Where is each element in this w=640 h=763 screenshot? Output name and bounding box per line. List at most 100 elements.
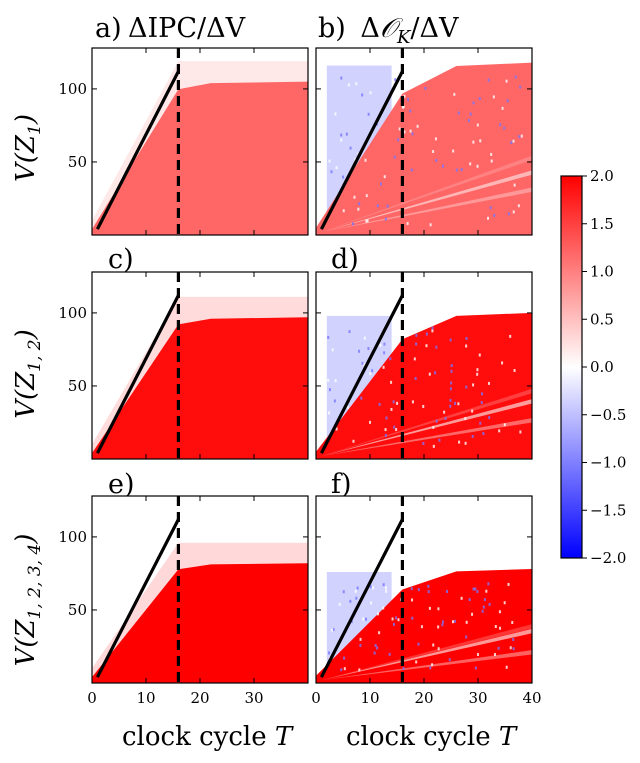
- noise-pixel: [476, 368, 479, 372]
- noise-pixel: [369, 585, 372, 589]
- noise-pixel: [362, 362, 365, 366]
- noise-pixel: [398, 127, 401, 131]
- noise-pixel: [501, 361, 504, 365]
- noise-pixel: [476, 653, 479, 657]
- y-tick-label: 50: [68, 377, 87, 395]
- panel-a: 50 100: [58, 47, 309, 236]
- noise-pixel: [513, 368, 516, 372]
- noise-pixel: [332, 628, 335, 632]
- noise-pixel: [340, 76, 343, 80]
- streak: [321, 388, 532, 457]
- noise-pixel: [406, 222, 409, 226]
- noise-pixel: [435, 158, 438, 162]
- noise-pixel: [422, 441, 425, 445]
- noise-pixel: [429, 666, 432, 670]
- solid-line: [95, 294, 180, 454]
- noise-pixel: [409, 129, 412, 133]
- noise-pixel: [354, 589, 357, 593]
- noise-pixel: [494, 625, 497, 629]
- noise-pixel: [384, 217, 387, 221]
- noise-pixel: [411, 132, 414, 136]
- noise-pixel: [449, 338, 452, 342]
- noise-pixel: [376, 646, 379, 650]
- noise-pixel: [365, 219, 368, 223]
- noise-pixel: [487, 582, 490, 586]
- noise-pixel: [374, 643, 377, 647]
- noise-pixel: [434, 137, 437, 141]
- noise-pixel: [460, 596, 463, 600]
- noise-pixel: [432, 444, 435, 448]
- noise-pixel: [445, 589, 448, 593]
- noise-pixel: [328, 651, 331, 655]
- x-tick-label: 20: [414, 689, 433, 707]
- noise-pixel: [395, 616, 398, 620]
- noise-pixel: [517, 204, 520, 208]
- noise-pixel: [472, 140, 475, 144]
- noise-pixel: [358, 349, 361, 353]
- noise-pixel: [384, 434, 387, 438]
- colorbar-ticks: 2.0 1.5 1.0 0.5 0.0 −0.5 −1.0 −1.5 −2.0: [582, 167, 626, 567]
- noise-pixel: [468, 598, 471, 602]
- noise-pixel: [457, 111, 460, 115]
- noise-pixel: [392, 622, 395, 626]
- colorbar-gradient: [560, 175, 583, 559]
- noise-pixel: [488, 602, 491, 606]
- noise-pixel: [476, 123, 479, 127]
- noise-pixel: [403, 94, 406, 98]
- noise-pixel: [361, 361, 364, 365]
- noise-pixel: [327, 335, 330, 339]
- noise-pixel: [370, 601, 373, 605]
- noise-pixel: [371, 369, 374, 373]
- noise-pixel: [367, 347, 370, 351]
- noise-pixel: [471, 612, 474, 616]
- noise-pixel: [424, 86, 427, 90]
- xlabel-left: clock cycle T: [122, 722, 294, 752]
- noise-pixel: [450, 369, 453, 373]
- noise-pixel: [396, 401, 399, 405]
- y-tick-label: 50: [68, 601, 87, 619]
- noise-pixel: [409, 109, 412, 113]
- streak: [321, 624, 532, 681]
- noise-pixel: [342, 175, 345, 179]
- noise-pixel: [397, 138, 400, 142]
- noise-pixel: [512, 139, 515, 143]
- noise-pixel: [328, 411, 331, 415]
- noise-pixel: [492, 95, 495, 99]
- noise-pixel: [453, 92, 456, 96]
- noise-pixel: [365, 194, 368, 198]
- colorbar-tick-label: 0.5: [590, 310, 614, 328]
- noise-pixel: [464, 417, 467, 421]
- y-tick-label: 100: [58, 528, 87, 546]
- noise-pixel: [435, 419, 438, 423]
- noise-pixel: [425, 344, 428, 348]
- noise-pixel: [472, 383, 475, 387]
- y-tick-label: 100: [58, 304, 87, 322]
- noise-pixel: [499, 626, 502, 630]
- noise-pixel: [349, 599, 352, 603]
- colorbar-tick-label: 1.0: [590, 263, 614, 281]
- noise-pixel: [376, 204, 379, 208]
- noise-pixel: [343, 667, 346, 671]
- ylabel-row2: V(Z1, 2): [11, 329, 45, 419]
- noise-pixel: [441, 620, 444, 624]
- noise-pixel: [512, 647, 515, 651]
- noise-pixel: [507, 582, 510, 586]
- noise-pixel: [427, 584, 430, 588]
- noise-pixel: [390, 380, 393, 384]
- noise-pixel: [394, 78, 397, 82]
- noise-pixel: [452, 149, 455, 153]
- noise-pixel: [448, 658, 451, 662]
- noise-pixel: [498, 610, 501, 614]
- noise-pixel: [360, 396, 363, 400]
- noise-pixel: [431, 326, 434, 330]
- noise-pixel: [377, 612, 380, 616]
- noise-pixel: [373, 651, 376, 655]
- heatmap-b: [316, 48, 532, 235]
- noise-pixel: [432, 425, 435, 429]
- noise-pixel: [410, 587, 413, 591]
- noise-pixel: [417, 588, 420, 592]
- noise-pixel: [354, 158, 357, 162]
- heatmap-d: [316, 272, 532, 459]
- noise-pixel: [363, 336, 366, 340]
- noise-pixel: [489, 206, 492, 210]
